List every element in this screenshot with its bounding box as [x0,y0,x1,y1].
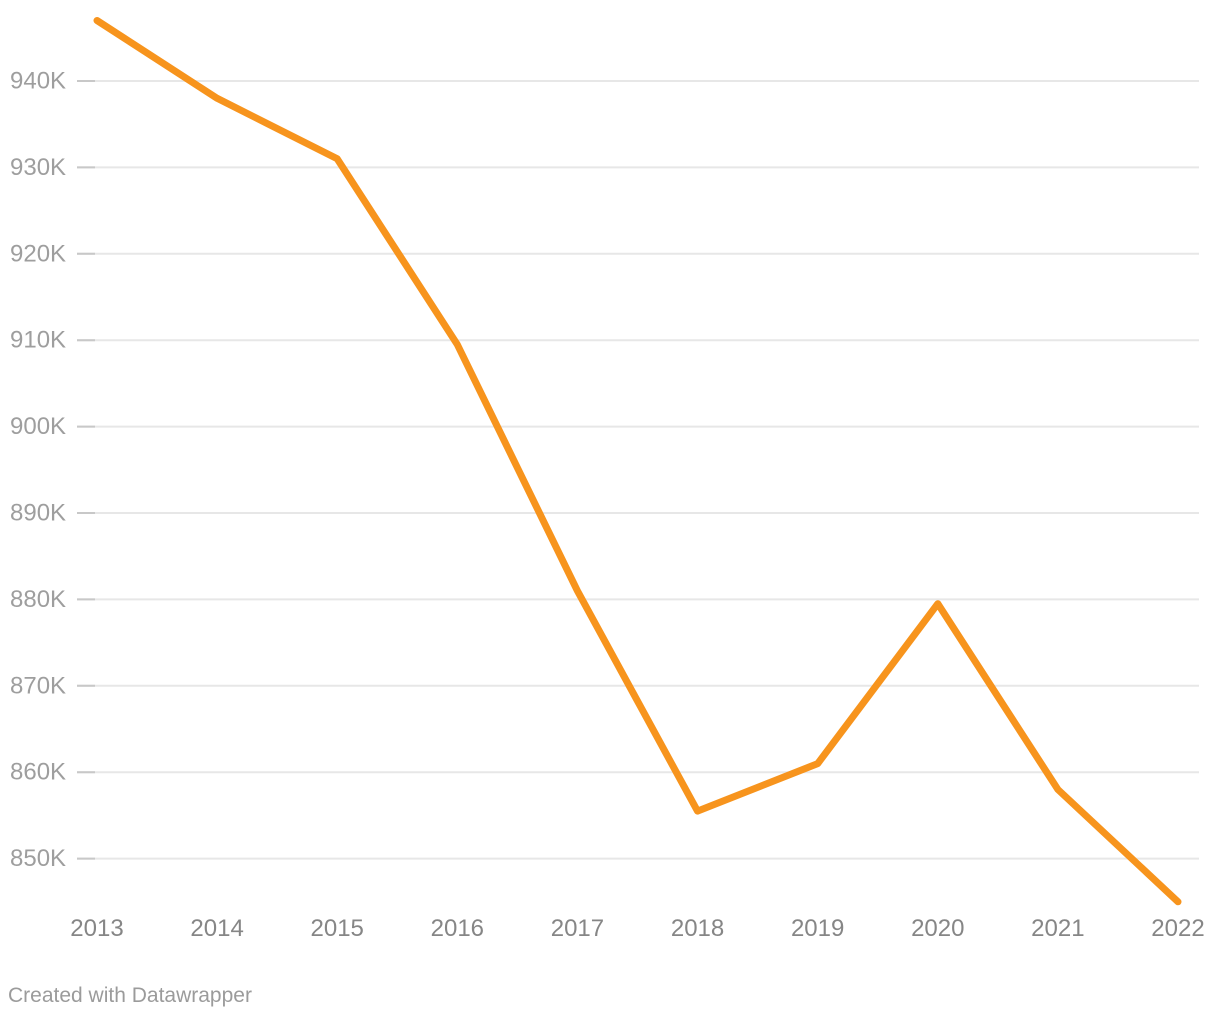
x-tick-label: 2015 [311,915,364,942]
y-tick-label: 890K [10,500,66,527]
x-tick-label: 2013 [70,915,123,942]
y-tick-label: 940K [10,68,66,95]
x-tick-label: 2019 [791,915,844,942]
y-tick-label: 910K [10,327,66,354]
y-tick-label: 870K [10,672,66,699]
x-tick-label: 2022 [1151,915,1204,942]
x-tick-label: 2020 [911,915,964,942]
x-tick-label: 2014 [190,915,243,942]
y-tick-label: 930K [10,154,66,181]
line-chart: 940K 930K 920K 910K 900K 890K 880K 870K 860K 850K… [10,17,1205,942]
x-tick-label: 2017 [551,915,604,942]
y-tick-label: 880K [10,586,66,613]
y-tick-label: 860K [10,759,66,786]
y-tick-label: 850K [10,845,66,872]
y-tick-label: 920K [10,240,66,267]
x-tick-label: 2016 [431,915,484,942]
data-line-series [93,17,1182,906]
x-tick-label: 2021 [1031,915,1084,942]
datawrapper-credit: Created with Datawrapper [8,984,252,1007]
y-tick-label: 900K [10,413,66,440]
x-tick-label: 2018 [671,915,724,942]
